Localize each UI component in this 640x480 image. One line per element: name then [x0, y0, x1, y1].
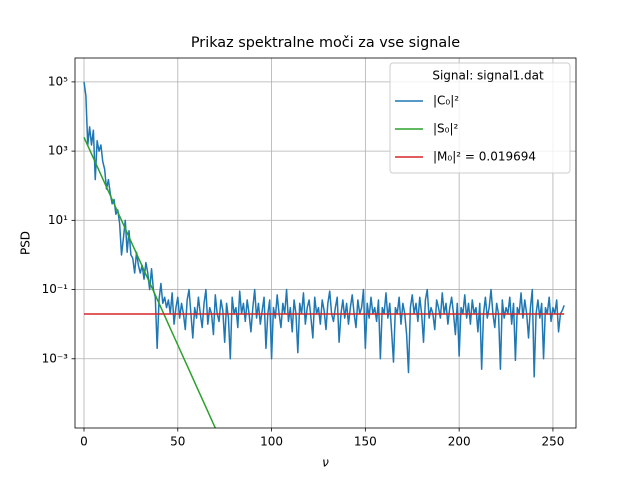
legend-title: Signal: signal1.dat — [432, 69, 544, 83]
legend: Signal: signal1.dat |C₀|² |S₀|² |M₀|² = 0.0… — [389, 62, 571, 174]
y-tick-label: 10³ — [48, 144, 68, 158]
y-tick-label: 10⁻¹ — [42, 282, 69, 296]
legend-box — [389, 62, 571, 174]
chart-title: Prikaz spektralne moči za vse signale — [191, 35, 460, 51]
grid — [75, 58, 576, 428]
series-line — [83, 81, 565, 378]
x-tick-label: 250 — [541, 435, 564, 449]
axes-frame — [74, 57, 577, 429]
x-axis-label: ν — [322, 456, 329, 470]
x-tick-label: 50 — [170, 435, 185, 449]
legend-label: |S₀|² — [433, 122, 459, 136]
y-tick-label: 10¹ — [48, 213, 68, 227]
y-tick-label: 10⁵ — [48, 74, 68, 88]
x-tick-label: 200 — [448, 435, 471, 449]
legend-label: |M₀|² = 0.019694 — [433, 150, 536, 164]
x-tick-label: 0 — [80, 435, 88, 449]
x-tick-label: 100 — [260, 435, 283, 449]
legend-label: |C₀|² — [433, 94, 459, 108]
x-tick-label: 150 — [354, 435, 377, 449]
y-tick-label: 10⁻³ — [42, 351, 69, 365]
y-axis-label: PSD — [19, 231, 33, 255]
series-line — [83, 136, 217, 428]
ticks: 0 50 100 150 200 250 10⁵ 10³ 10¹ 10⁻¹ 10⁻³ — [42, 74, 565, 448]
plot-area — [83, 81, 565, 428]
